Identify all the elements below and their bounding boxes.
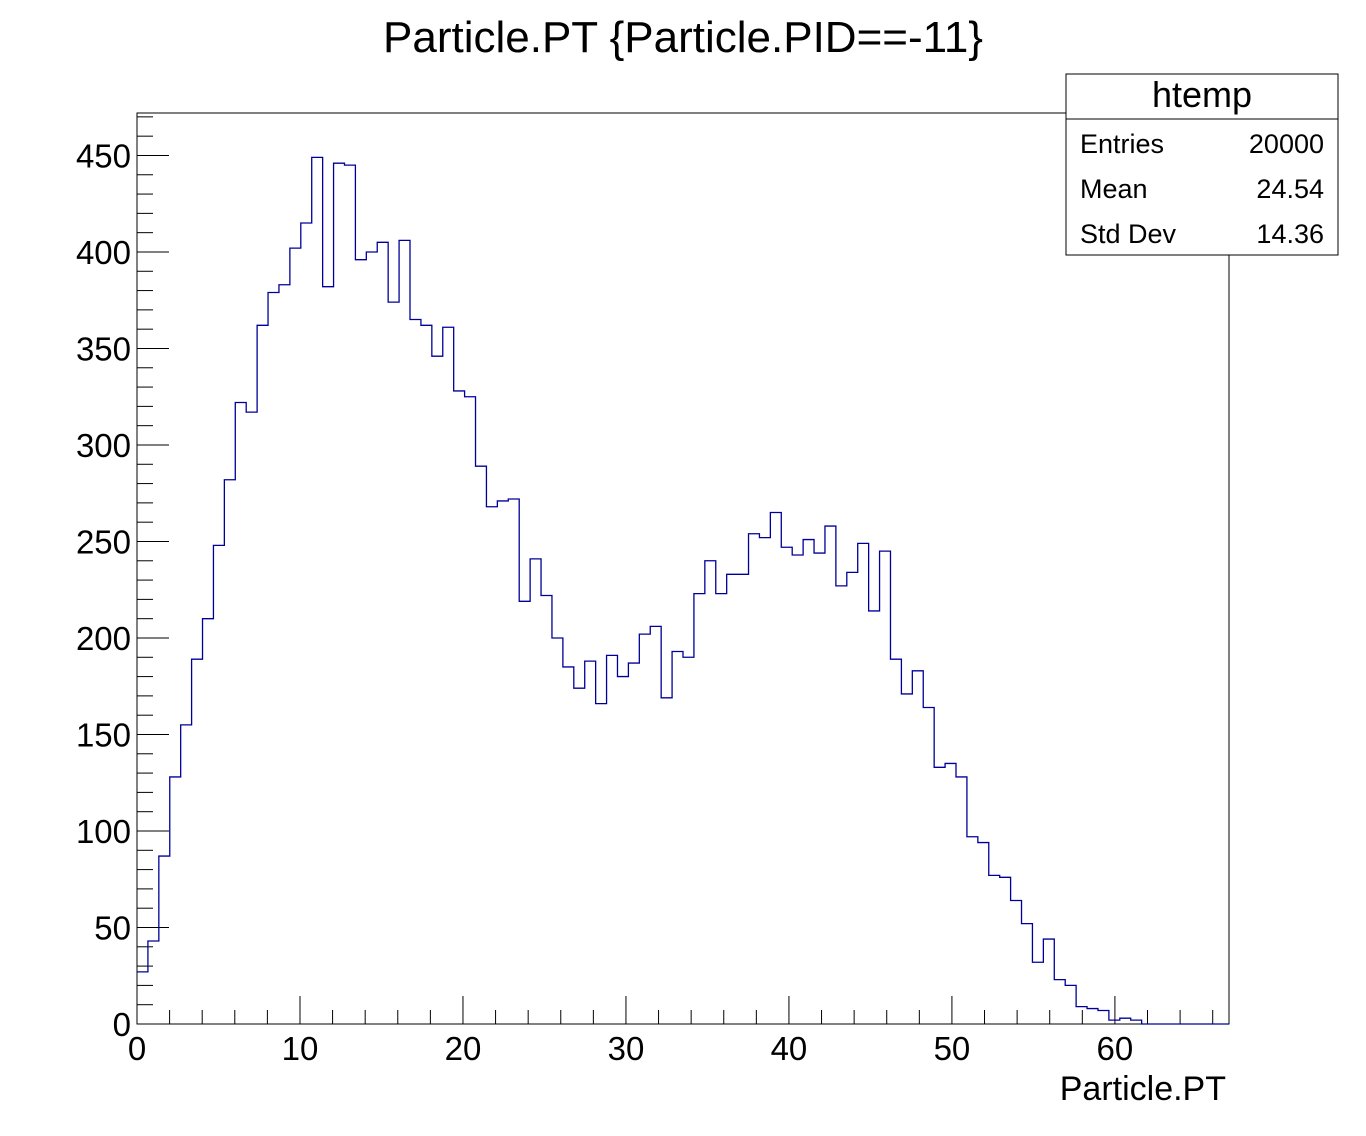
histogram-series-line [137,156,1229,1025]
y-tick-label: 400 [76,234,131,271]
stats-mean-value: 24.54 [1256,174,1324,204]
stats-mean-label: Mean [1080,174,1148,204]
x-tick-label: 50 [934,1030,971,1067]
x-axis-label: Particle.PT [1060,1070,1226,1108]
y-tick-label: 450 [76,137,131,174]
chart-title: Particle.PT {Particle.PID==-11} [383,13,983,62]
x-tick-label: 30 [608,1030,645,1067]
y-tick-label: 50 [94,909,131,946]
y-tick-label: 150 [76,716,131,753]
stats-box-frame [1065,73,1339,256]
plot-frame [136,112,1230,1025]
y-tick-label: 100 [76,813,131,850]
y-axis-tick-labels: 0 50 100 150 200 250 300 350 400 450 [76,137,131,1043]
stats-stddev-value: 14.36 [1256,219,1324,249]
stats-stddev-label: Std Dev [1080,219,1177,249]
y-tick-label: 300 [76,427,131,464]
stats-entries-value: 20000 [1249,129,1324,159]
y-axis-ticks [137,116,169,1025]
y-tick-label: 250 [76,523,131,560]
x-axis-tick-labels: 0 10 20 30 40 50 60 [128,1030,1133,1067]
stats-box-name: htemp [1152,74,1252,115]
x-tick-label: 20 [445,1030,482,1067]
x-tick-label: 10 [282,1030,319,1067]
stats-box: htemp Entries 20000 Mean 24.54 Std Dev 1… [1065,73,1339,256]
y-tick-label: 200 [76,620,131,657]
x-tick-label: 60 [1097,1030,1134,1067]
stats-entries-label: Entries [1080,129,1164,159]
x-axis-ticks [136,996,1214,1024]
x-tick-label: 0 [128,1030,146,1067]
y-tick-label: 350 [76,330,131,367]
y-tick-label: 0 [113,1006,131,1043]
x-tick-label: 40 [771,1030,808,1067]
